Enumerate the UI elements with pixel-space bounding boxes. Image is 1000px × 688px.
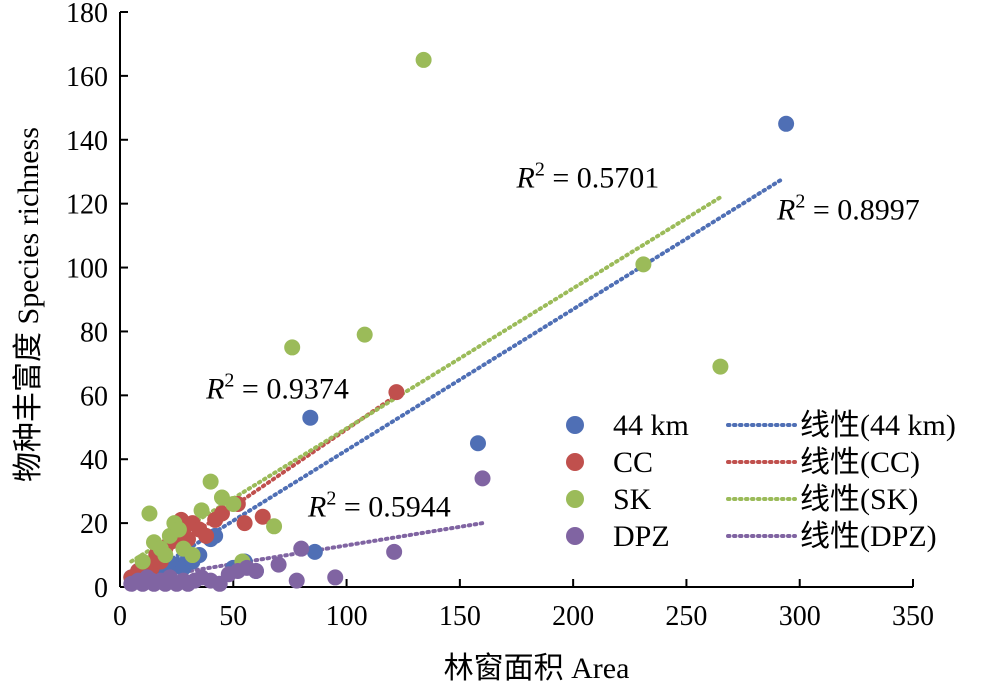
- r2-label: R2 = 0.9374: [205, 370, 349, 406]
- legend: 44 km 线性(44 km) CC 线性(CC) SK 线性(SK) DPZ 线性(DPZ): [566, 409, 956, 553]
- y-tick-label: 180: [66, 0, 108, 29]
- point-cc: [236, 515, 253, 532]
- point-cc: [198, 527, 215, 544]
- point-sk: [134, 553, 151, 570]
- y-tick-label: 20: [80, 509, 108, 540]
- point-sk: [157, 547, 174, 564]
- r2-label: R2 = 0.5701: [516, 159, 660, 195]
- point-dpz: [293, 540, 310, 557]
- y-tick-label: 60: [80, 381, 108, 412]
- x-tick-label: 200: [552, 601, 594, 632]
- point-sk: [141, 505, 158, 522]
- point-cc: [254, 508, 271, 525]
- point-sk: [184, 547, 201, 564]
- y-tick-label: 0: [94, 573, 108, 604]
- y-tick-label: 40: [80, 445, 108, 476]
- y-tick-label: 160: [66, 62, 108, 93]
- point-dpz: [270, 556, 287, 573]
- legend-marker-44-km: [566, 416, 584, 434]
- point-sk: [712, 358, 729, 375]
- x-axis-title: 林窗面积 Area: [444, 652, 630, 685]
- x-tick-label: 300: [779, 601, 821, 632]
- y-tick-label: 140: [66, 126, 108, 157]
- legend-trend-label-dpz: 线性(DPZ): [800, 520, 937, 553]
- point-44-km: [302, 409, 319, 426]
- point-sk: [225, 495, 242, 512]
- legend-marker-sk: [566, 490, 584, 508]
- legend-label-sk: SK: [613, 483, 652, 516]
- trendline-44-km: [124, 176, 786, 589]
- r2-label: R2 = 0.8997: [776, 191, 920, 227]
- point-dpz: [247, 563, 264, 580]
- y-axis-title: 物种丰富度 Species richness: [12, 127, 45, 482]
- data-points: [123, 51, 795, 592]
- legend-marker-dpz: [566, 527, 584, 545]
- legend-label-dpz: DPZ: [613, 520, 670, 553]
- x-tick-label: 100: [326, 601, 368, 632]
- y-tick-label: 80: [80, 317, 108, 348]
- legend-label-44-km: 44 km: [613, 409, 689, 442]
- point-dpz: [474, 470, 491, 487]
- x-tick-label: 0: [113, 601, 127, 632]
- point-sk: [266, 518, 283, 535]
- legend-label-cc: CC: [613, 446, 653, 479]
- x-tick-label: 350: [892, 601, 934, 632]
- y-tick-label: 120: [66, 190, 108, 221]
- legend-trend-label-44-km: 线性(44 km): [800, 409, 956, 442]
- point-cc: [388, 384, 405, 401]
- legend-trend-label-cc: 线性(CC): [800, 446, 920, 479]
- point-44-km: [469, 435, 486, 452]
- x-tick-label: 150: [439, 601, 481, 632]
- point-sk: [193, 502, 210, 519]
- point-sk: [284, 339, 301, 356]
- r2-label: R2 = 0.5944: [307, 488, 451, 524]
- point-44-km: [306, 543, 323, 560]
- point-sk: [356, 326, 373, 343]
- point-44-km: [778, 115, 795, 132]
- point-dpz: [327, 569, 344, 586]
- x-tick-label: 250: [665, 601, 707, 632]
- y-tick-label: 100: [66, 254, 108, 285]
- point-sk: [635, 256, 652, 273]
- point-sk: [415, 51, 432, 68]
- point-cc: [213, 505, 230, 522]
- legend-marker-cc: [566, 453, 584, 471]
- point-dpz: [288, 572, 305, 589]
- x-tick-label: 50: [219, 601, 247, 632]
- r2-annotations: R2 = 0.5701 R2 = 0.8997 R2 = 0.9374 R2 = 0.…: [205, 159, 920, 524]
- point-sk: [170, 521, 187, 538]
- axes: 0 50 100 150 200 250 300 350 0 20 40 60 80 100 120 140 1…: [66, 0, 934, 632]
- point-dpz: [386, 543, 403, 560]
- legend-trend-label-sk: 线性(SK): [800, 483, 918, 516]
- point-sk: [202, 473, 219, 490]
